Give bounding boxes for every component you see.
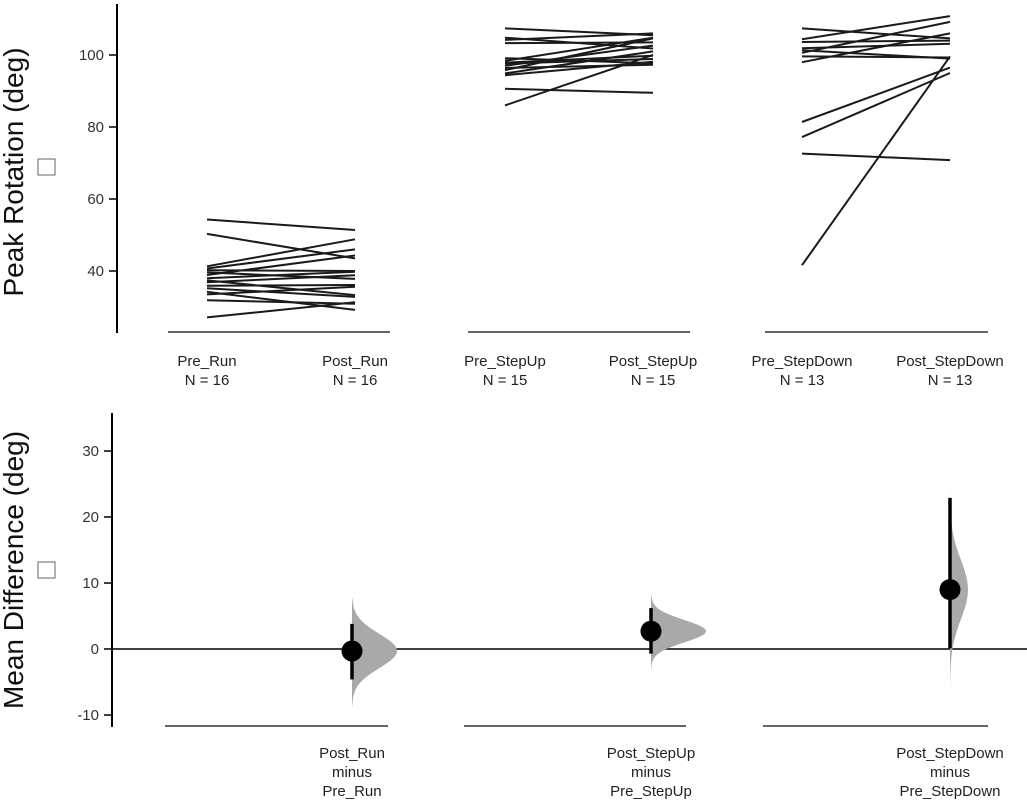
top-y-tick-label: 60: [87, 191, 104, 208]
paired-slope-line: [801, 32, 951, 64]
mean-difference-marker: [939, 579, 961, 601]
paired-slope-line: [504, 50, 654, 75]
comparison-stepdown-line1: Post_StepDown: [896, 745, 1004, 762]
comparison-stepup-line3: Pre_StepUp: [610, 783, 692, 800]
comparison-stepdown-line3: Pre_StepDown: [900, 783, 1001, 800]
top-group-labels: Pre_Run N = 16 Post_Run N = 16 Pre_StepU…: [177, 353, 1003, 389]
comparison-run-line1: Post_Run: [319, 745, 385, 762]
paired-slope-line: [504, 44, 654, 67]
bottom-y-axis-title: Mean Difference (deg): [0, 431, 29, 709]
n-post-stepup: N = 15: [631, 372, 676, 389]
paired-slope-line: [206, 290, 356, 311]
bootstrap-distribution: [950, 431, 968, 712]
label-pre-stepup: Pre_StepUp: [464, 353, 546, 370]
paired-slope-line: [206, 279, 356, 297]
paired-slope-line: [801, 152, 951, 162]
bottom-comparison-labels: Post_Run minus Pre_Run Post_StepUp minus…: [319, 745, 1004, 800]
bottom-panel: -10 0 10 20 30 Mean Difference (deg) Post_Ru…: [0, 413, 1027, 800]
effect-sizes: [341, 431, 968, 712]
comparison-stepdown-line2: minus: [930, 764, 970, 781]
bottom-y-tick-label: -10: [77, 707, 99, 724]
n-pre-stepup: N = 15: [483, 372, 528, 389]
comparison-stepup-line2: minus: [631, 764, 671, 781]
paired-slope-line: [206, 238, 356, 268]
bottom-y-tick-label: 20: [82, 509, 99, 526]
bottom-y-tick-label: 10: [82, 575, 99, 592]
top-y-ticks: 40 60 80 100: [79, 47, 117, 280]
bottom-y-tick-label: 30: [82, 443, 99, 460]
bottom-y-ticks: -10 0 10 20 30: [77, 443, 112, 724]
bottom-y-tick-label: 0: [91, 641, 99, 658]
n-pre-stepdown: N = 13: [780, 372, 825, 389]
paired-slope-line: [206, 248, 356, 270]
slope-lines: [206, 15, 951, 319]
paired-slope-line: [206, 284, 356, 287]
paired-slope-line: [801, 20, 951, 54]
comparison-stepup-line1: Post_StepUp: [607, 745, 695, 762]
paired-slope-line: [206, 287, 356, 298]
paired-slope-line: [504, 36, 654, 62]
paired-slope-line: [801, 15, 951, 41]
paired-slope-line: [206, 218, 356, 231]
label-pre-run: Pre_Run: [177, 353, 236, 370]
paired-slope-line: [801, 27, 951, 40]
paired-slope-line: [504, 32, 654, 41]
paired-slope-line: [801, 55, 951, 266]
comparison-run-line3: Pre_Run: [322, 783, 381, 800]
top-panel: 40 60 80 100 Peak Rotation (deg) Pre_Run N …: [0, 4, 1004, 389]
paired-slope-line: [206, 301, 356, 319]
paired-slope-line: [206, 232, 356, 260]
paired-slope-line: [206, 285, 356, 296]
paired-slope-line: [206, 254, 356, 276]
paired-slope-line: [206, 270, 356, 280]
top-y-axis-title: Peak Rotation (deg): [0, 47, 29, 296]
paired-slope-line: [504, 37, 654, 72]
paired-slope-line: [206, 269, 356, 272]
top-y-tick-label: 40: [87, 263, 104, 280]
label-post-stepdown: Post_StepDown: [896, 353, 1004, 370]
bottom-y-axis-symbol: [37, 561, 56, 579]
bootstrap-distribution: [352, 598, 397, 708]
paired-slope-line: [801, 39, 951, 43]
paired-slope-line: [801, 66, 951, 123]
n-pre-run: N = 16: [185, 372, 230, 389]
top-y-axis-symbol: [37, 158, 56, 176]
paired-slope-line: [504, 54, 654, 107]
mean-difference-marker: [341, 640, 363, 662]
paired-slope-line: [206, 274, 356, 284]
top-y-tick-label: 80: [87, 119, 104, 136]
label-pre-stepdown: Pre_StepDown: [752, 353, 853, 370]
bootstrap-distribution: [651, 590, 706, 671]
paired-slope-line: [801, 72, 951, 139]
n-post-run: N = 16: [333, 372, 378, 389]
top-y-tick-label: 100: [79, 47, 104, 64]
paired-slope-line: [504, 87, 654, 94]
label-post-stepup: Post_StepUp: [609, 353, 697, 370]
comparison-run-line2: minus: [332, 764, 372, 781]
label-post-run: Post_Run: [322, 353, 388, 370]
paired-slope-line: [504, 63, 654, 69]
mean-difference-marker: [640, 620, 662, 642]
paired-slope-line: [206, 299, 356, 305]
n-post-stepdown: N = 13: [928, 372, 973, 389]
